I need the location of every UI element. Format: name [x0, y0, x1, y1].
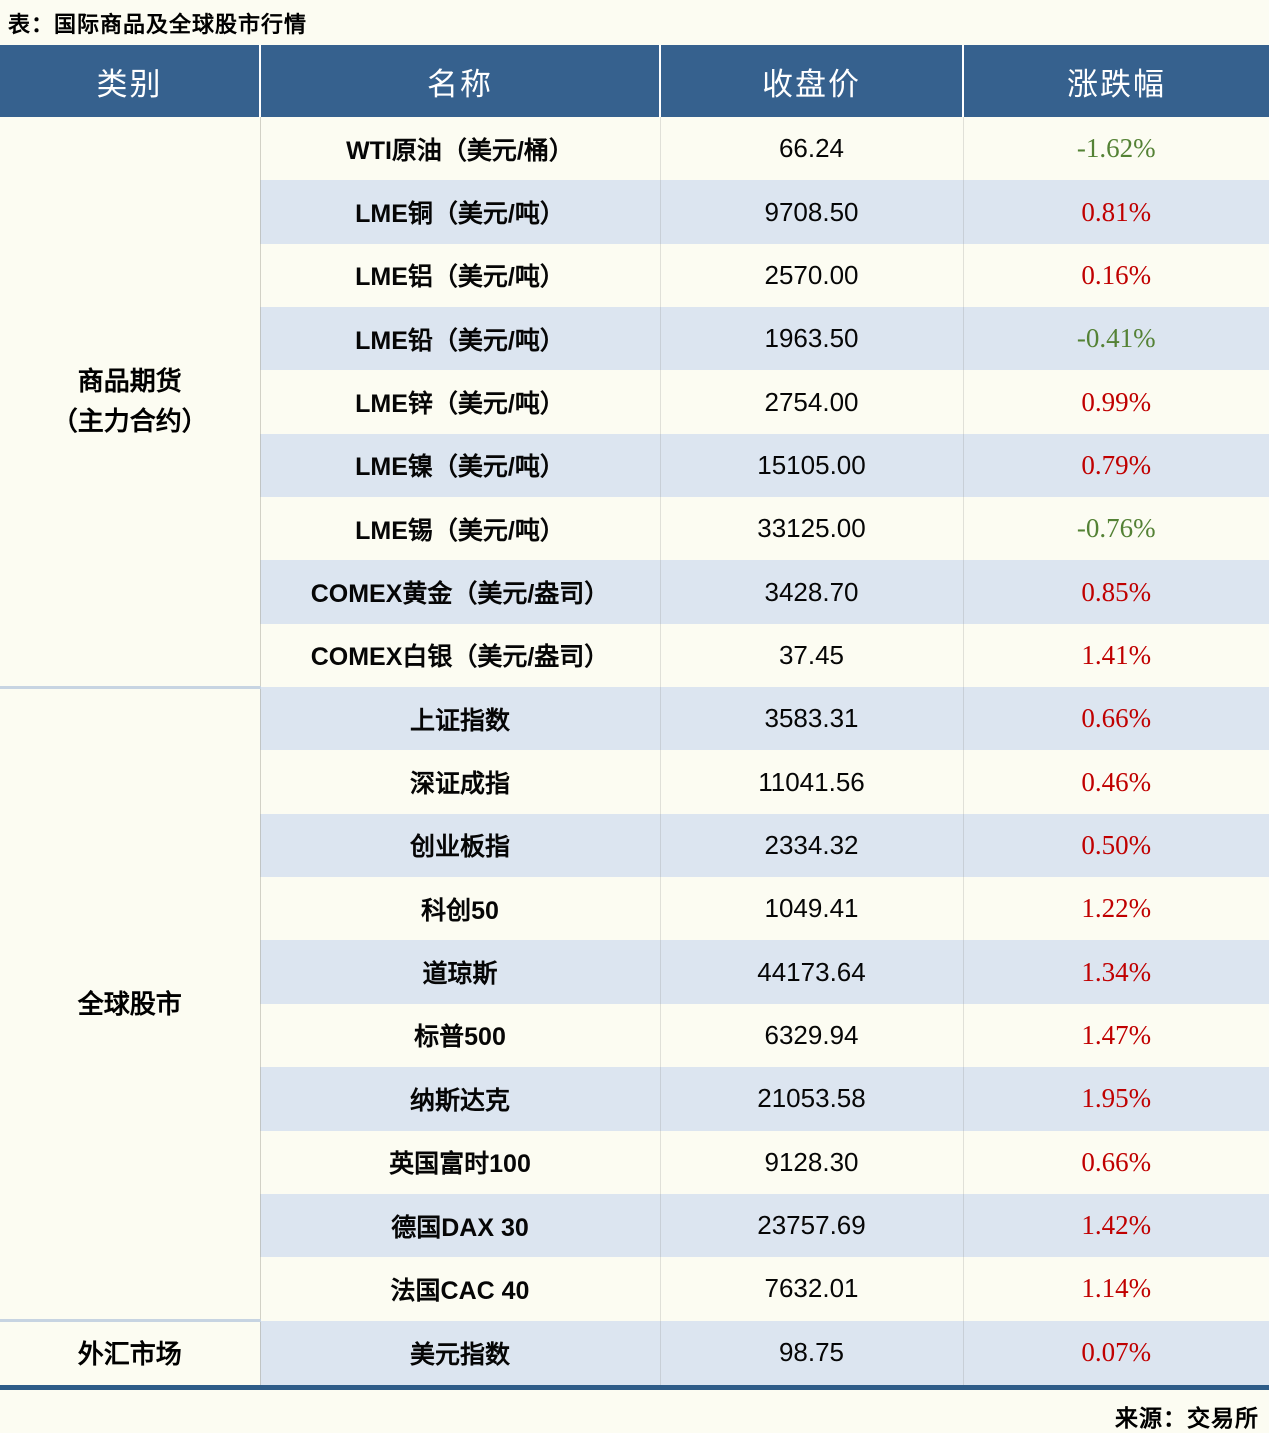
change-percent: 0.66% — [962, 1130, 1269, 1194]
close-price: 6329.94 — [659, 1003, 963, 1068]
table-row: LME铝（美元/吨） 2570.00 0.16% — [0, 243, 1269, 308]
category-label-line: 商品期货 — [77, 366, 182, 396]
table-row: 创业板指 2334.32 0.50% — [0, 813, 1269, 878]
instrument-name: LME铝（美元/吨） — [355, 263, 565, 292]
instrument-name: LME锡（美元/吨） — [355, 516, 565, 545]
header-change: 涨跌幅 — [962, 45, 1269, 117]
page-title: 表：国际商品及全球股市行情 — [8, 12, 308, 37]
instrument-name: 美元指数 — [260, 1320, 660, 1388]
change-percent: 0.46% — [962, 750, 1269, 814]
table-row: LME镍（美元/吨） 15105.00 0.79% — [0, 433, 1269, 498]
close-price: 3428.70 — [659, 560, 963, 624]
instrument-name: LME铜（美元/吨） — [260, 180, 660, 244]
change-percent: 1.42% — [962, 1193, 1269, 1258]
category-label-line: 全球股市 — [77, 988, 182, 1019]
instrument-name: WTI原油（美元/桶） — [346, 136, 574, 165]
change-percent: 1.95% — [962, 1067, 1269, 1131]
table-row: COMEX白银（美元/盎司） 37.45 1.41% — [0, 623, 1269, 688]
instrument-name: 纳斯达克 — [260, 1067, 660, 1131]
table-header: 类别 名称 收盘价 涨跌幅 — [0, 45, 1269, 117]
table-row: 商品期货 （主力合约） WTI原油（美元/桶） 66.24 -1.62% — [0, 117, 1269, 688]
instrument-name: 德国DAX 30 — [260, 1193, 660, 1258]
table-row: 英国富时100 9128.30 0.66% — [0, 1130, 1269, 1194]
category-label-line: 外汇市场 — [77, 1338, 182, 1369]
close-price: 37.45 — [659, 623, 963, 688]
change-percent: 1.14% — [962, 1257, 1269, 1321]
close-price: 15105.00 — [659, 433, 963, 498]
instrument-name: 法国CAC 40 — [390, 1276, 530, 1305]
close-price: 3583.31 — [659, 687, 963, 751]
close-price: 1963.50 — [659, 307, 963, 371]
instrument-name: COMEX黄金（美元/盎司） — [260, 560, 660, 624]
table-row: 科创50 1049.41 1.22% — [0, 877, 1269, 941]
change-percent: 0.79% — [962, 433, 1269, 498]
change-percent: -0.76% — [962, 497, 1269, 561]
table-row: 深证成指 11041.56 0.46% — [0, 750, 1269, 814]
instrument-name: 深证成指 — [409, 770, 510, 799]
change-percent: 1.22% — [962, 877, 1269, 941]
table-row: LME铜（美元/吨） 9708.50 0.81% — [0, 180, 1269, 244]
category-cell: 全球股市 — [0, 685, 261, 1321]
category-cell: 商品期货 （主力合约） — [0, 117, 261, 688]
header-row: 类别 名称 收盘价 涨跌幅 — [0, 45, 1269, 117]
close-price: 23757.69 — [659, 1193, 963, 1258]
table-row: LME锌（美元/吨） 2754.00 0.99% — [0, 370, 1269, 434]
instrument-name: COMEX白银（美元/盎司） — [310, 643, 610, 672]
change-percent: 0.50% — [962, 813, 1269, 878]
change-percent: -0.41% — [962, 307, 1269, 371]
instrument-name: 创业板指 — [260, 813, 660, 878]
instrument-name: 科创50 — [421, 896, 499, 925]
table-row: 道琼斯 44173.64 1.34% — [0, 940, 1269, 1004]
close-price: 2570.00 — [659, 243, 963, 308]
category-cell: 外汇市场 — [0, 1319, 261, 1388]
header-close: 收盘价 — [659, 45, 963, 117]
instrument-name: 道琼斯 — [260, 940, 660, 1004]
close-price: 7632.01 — [659, 1257, 963, 1321]
close-price: 9708.50 — [659, 180, 963, 244]
close-price: 33125.00 — [659, 497, 963, 561]
table-row: 德国DAX 30 23757.69 1.42% — [0, 1193, 1269, 1258]
close-price: 11041.56 — [659, 750, 963, 814]
header-name: 名称 — [259, 45, 660, 117]
instrument-name: 英国富时100 — [389, 1150, 531, 1179]
instrument-name: LME镍（美元/吨） — [260, 433, 660, 498]
header-category: 类别 — [0, 45, 260, 117]
change-percent: -1.62% — [962, 117, 1269, 181]
table-row: 全球股市 上证指数 3583.31 0.66% — [0, 685, 1269, 1321]
table-row: 标普500 6329.94 1.47% — [0, 1003, 1269, 1068]
category-label-line: （主力合约） — [51, 406, 208, 437]
close-price: 98.75 — [659, 1320, 963, 1388]
table-body: 商品期货 （主力合约） WTI原油（美元/桶） 66.24 -1.62% LME铜（美元/… — [0, 117, 1269, 1388]
close-price: 1049.41 — [659, 877, 963, 941]
change-percent: 0.16% — [962, 243, 1269, 308]
close-price: 44173.64 — [659, 940, 963, 1004]
change-percent: 0.07% — [962, 1320, 1269, 1388]
instrument-name: 标普500 — [414, 1023, 506, 1052]
table-row: 纳斯达克 21053.58 1.95% — [0, 1067, 1269, 1131]
table-row: COMEX黄金（美元/盎司） 3428.70 0.85% — [0, 560, 1269, 624]
table-row: 法国CAC 40 7632.01 1.14% — [0, 1257, 1269, 1321]
close-price: 21053.58 — [659, 1067, 963, 1131]
close-price: 9128.30 — [659, 1130, 963, 1194]
instrument-name: LME铅（美元/吨） — [260, 307, 660, 371]
close-price: 66.24 — [659, 117, 963, 181]
table-row: LME铅（美元/吨） 1963.50 -0.41% — [0, 307, 1269, 371]
table-row: LME锡（美元/吨） 33125.00 -0.76% — [0, 497, 1269, 561]
change-percent: 1.41% — [962, 623, 1269, 688]
close-price: 2754.00 — [659, 370, 963, 434]
market-table: 类别 名称 收盘价 涨跌幅 商品期货 （主力合约） WTI原油（美元/桶） 66.24… — [0, 45, 1269, 1391]
change-percent: 0.99% — [962, 370, 1269, 434]
instrument-name: LME锌（美元/吨） — [355, 390, 565, 419]
change-percent: 0.66% — [962, 687, 1269, 751]
change-percent: 0.81% — [962, 180, 1269, 244]
change-percent: 1.34% — [962, 940, 1269, 1004]
instrument-name: 上证指数 — [260, 687, 660, 751]
change-percent: 0.85% — [962, 560, 1269, 624]
close-price: 2334.32 — [659, 813, 963, 878]
change-percent: 1.47% — [962, 1003, 1269, 1068]
source-caption: 来源：交易所 — [1115, 1405, 1259, 1432]
table-row: 外汇市场 美元指数 98.75 0.07% — [0, 1319, 1269, 1388]
